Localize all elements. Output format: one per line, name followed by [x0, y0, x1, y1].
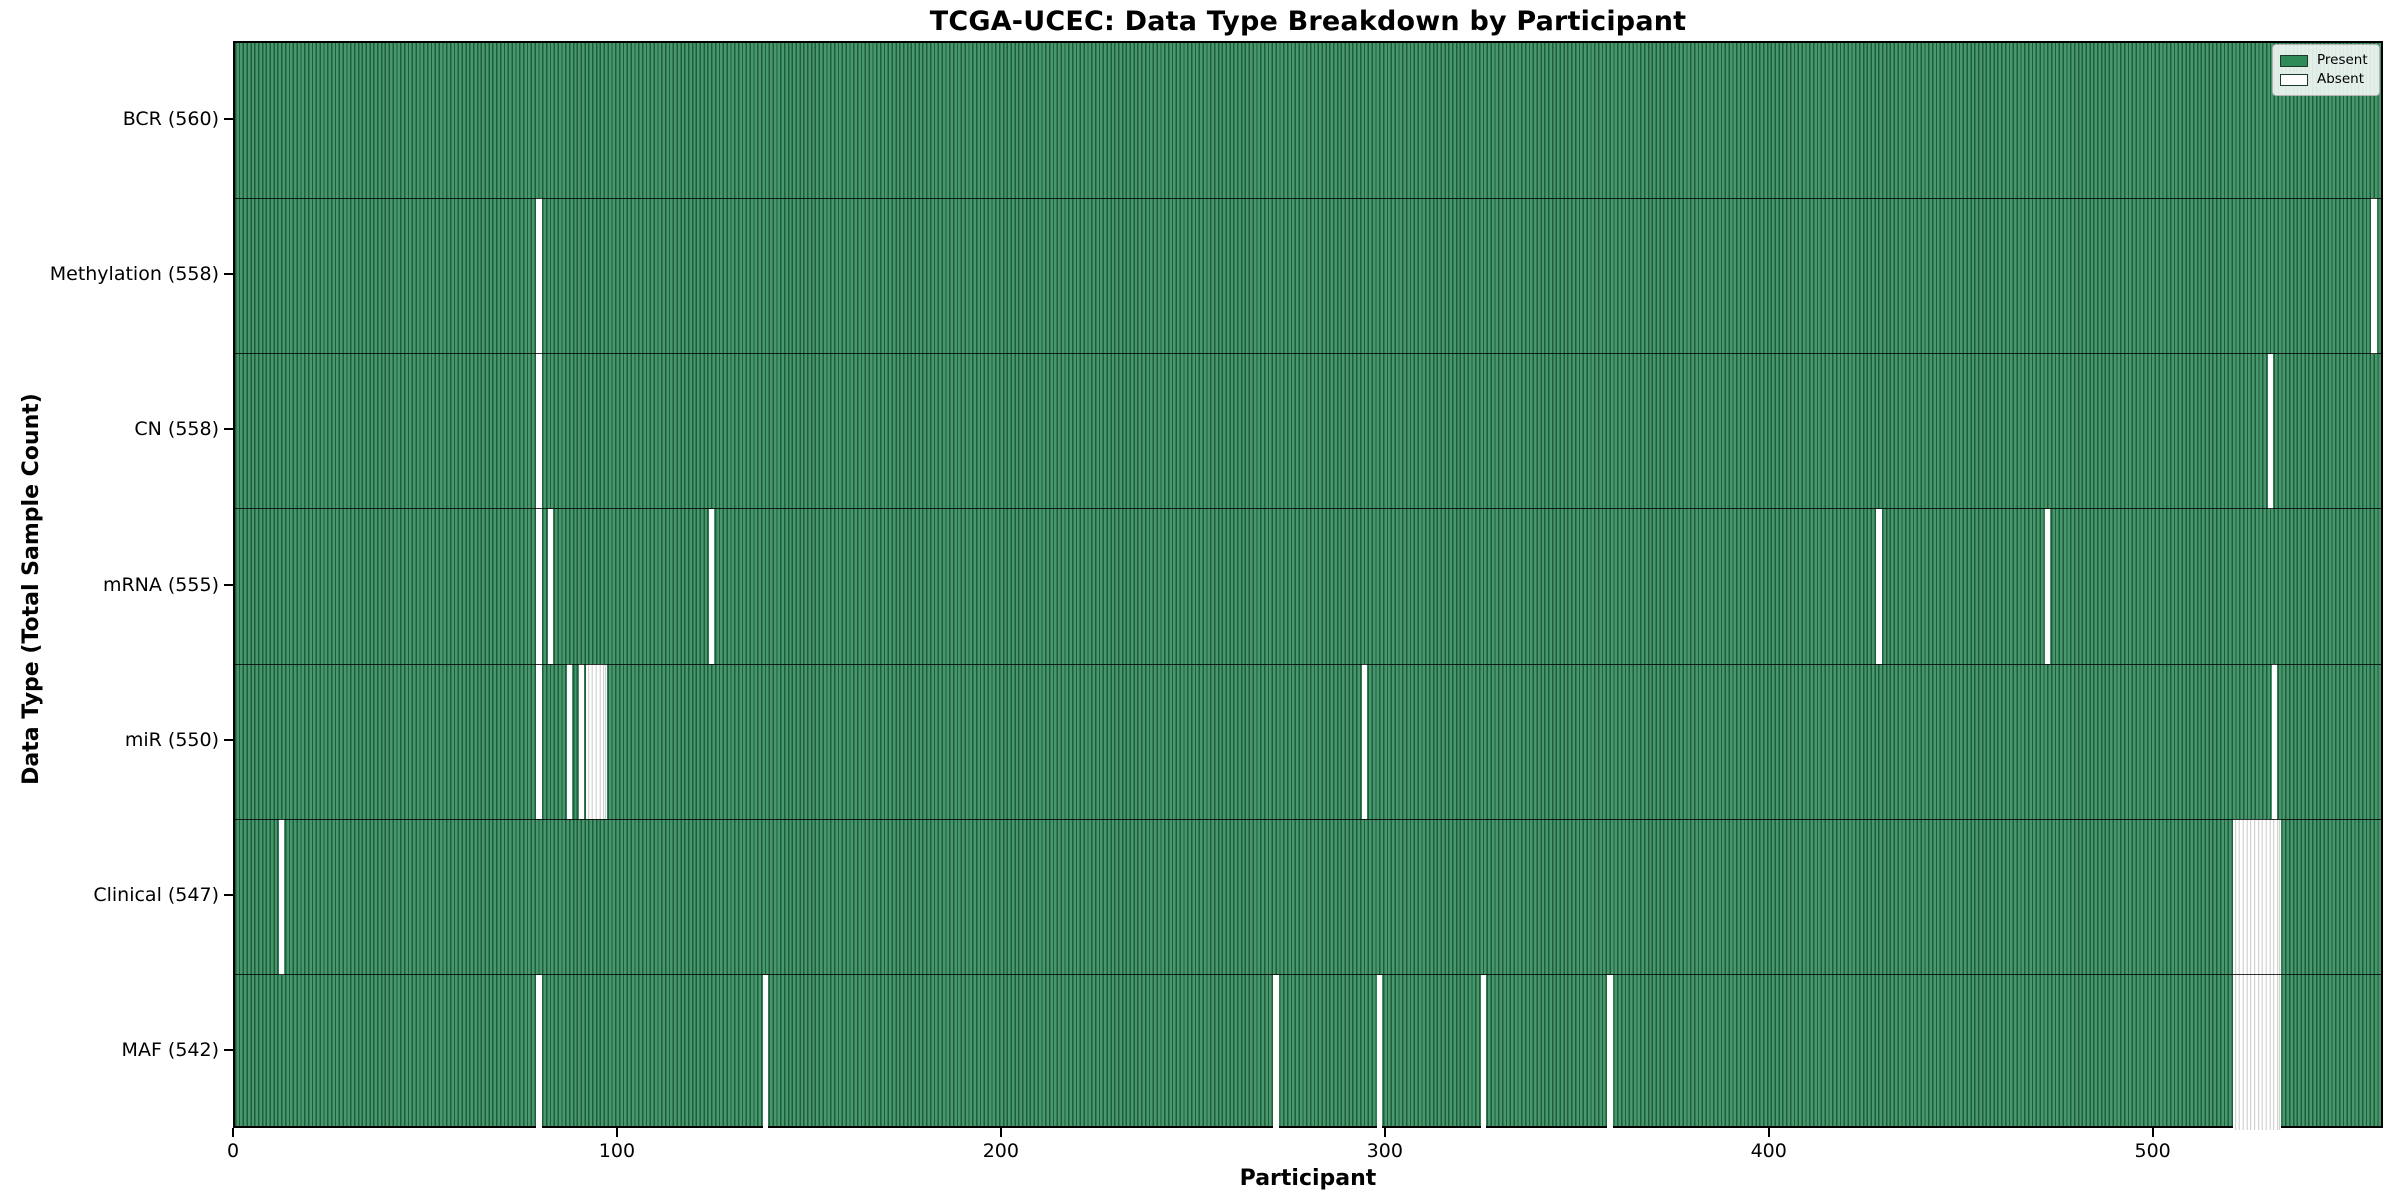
legend-label-present: Present [2317, 52, 2368, 68]
y-tick-mark [224, 894, 233, 897]
x-tick-label-100: 100 [598, 1140, 636, 1162]
absent-gap [2371, 198, 2377, 354]
absent-gap [547, 508, 554, 665]
y-tick-mark [224, 1049, 233, 1052]
absent-gap [2045, 508, 2051, 665]
x-tick-label-200: 200 [982, 1140, 1019, 1162]
y-tick-label-Clinical: Clinical (547) [93, 884, 219, 907]
absent-gap [536, 198, 542, 354]
absent-gap [578, 664, 584, 820]
y-tick-mark [224, 583, 233, 586]
x-tick-label-400: 400 [1750, 1140, 1787, 1162]
chart-title: TCGA-UCEC: Data Type Breakdown by Partic… [929, 6, 1687, 37]
absent-gap [762, 974, 769, 1130]
y-tick-mark [224, 428, 233, 431]
legend-label-absent: Absent [2317, 71, 2364, 87]
absent-gap [1876, 508, 1882, 665]
y-tick-label-mRNA: mRNA (555) [102, 573, 219, 596]
absent-gap [2233, 974, 2281, 1130]
absent-gap [1480, 974, 1487, 1130]
absent-gap [536, 353, 542, 509]
x-tick-label-500: 500 [2134, 1140, 2171, 1162]
legend: Present Absent [2272, 44, 2380, 96]
y-tick-label-BCR: BCR (560) [122, 107, 219, 130]
row-boundary [235, 197, 2381, 199]
absent-gap [2271, 664, 2277, 820]
absent-gap [536, 664, 542, 820]
x-tick-label-0: 0 [226, 1140, 240, 1162]
y-tick-label-CN: CN (558) [134, 418, 219, 441]
x-tick-mark [1767, 1128, 1770, 1137]
row-boundary [235, 974, 2381, 976]
legend-entry-absent: Absent [2280, 70, 2371, 89]
x-tick-label-300: 300 [1366, 1140, 1403, 1162]
plot-area [233, 41, 2383, 1130]
row-boundary [235, 353, 2381, 355]
y-tick-mark [224, 738, 233, 741]
absent-gap [1607, 974, 1613, 1130]
absent-gap [709, 508, 715, 665]
y-tick-label-miR: miR (550) [124, 728, 219, 751]
y-tick-mark [224, 117, 233, 120]
absent-gap [1273, 974, 1279, 1130]
row-boundary [235, 663, 2381, 665]
x-tick-mark [2151, 1128, 2154, 1137]
x-tick-mark [232, 1128, 234, 1137]
x-tick-mark [1383, 1128, 1386, 1137]
absent-gap [1377, 974, 1383, 1130]
absent-gap [2267, 353, 2274, 509]
absent-gap [567, 664, 573, 820]
absent-gap [1361, 664, 1368, 820]
absent-gap [536, 974, 542, 1130]
absent-gap [279, 819, 285, 975]
x-tick-mark [615, 1128, 618, 1137]
y-tick-label-MAF: MAF (542) [121, 1039, 219, 1062]
legend-entry-present: Present [2280, 51, 2371, 70]
row-boundary [235, 508, 2381, 510]
row-boundary [235, 818, 2381, 820]
y-tick-mark [224, 272, 233, 275]
absent-gap [586, 664, 607, 820]
x-axis-label: Participant [1239, 1166, 1377, 1191]
x-tick-mark [999, 1128, 1002, 1137]
present-swatch-icon [2280, 54, 2308, 67]
absent-gap [2233, 819, 2281, 975]
y-tick-label-Methylation: Methylation (558) [49, 262, 219, 285]
absent-swatch-icon [2280, 73, 2308, 86]
absent-gap [536, 508, 542, 665]
